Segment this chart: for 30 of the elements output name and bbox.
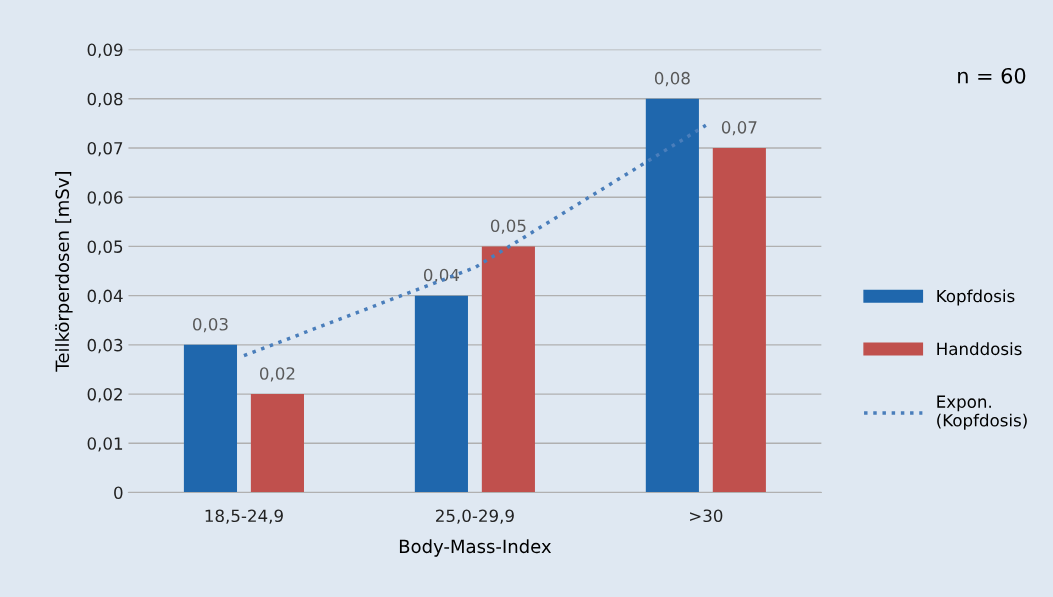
data-label: 0,07 [721,121,757,136]
y-tick-label: 0,05 [87,240,123,255]
y-tick-label: 0 [114,486,123,500]
legend-label: Expon. (Kopfdosis) [937,395,1027,430]
x-tick-label: 25,0-29,9 [436,509,514,524]
legend-label: Kopfdosis [937,289,1015,306]
y-tick-label: 0,09 [87,43,123,58]
bar [645,98,699,493]
y-tick-label: 0,08 [87,92,123,108]
y-tick-label: 0,06 [87,191,123,206]
y-tick-label: 0,03 [87,338,123,354]
legend-label: Handdosis [937,342,1022,356]
data-label: 0,02 [259,367,295,382]
y-axis-title: Teilkörperdosen [mSv] [55,172,73,372]
data-label: 0,08 [654,71,690,87]
data-label: 0,03 [193,317,228,333]
y-tick-label: 0,01 [87,437,123,452]
x-tick-label: >30 [690,509,723,523]
bar [250,394,304,493]
bar [414,295,468,493]
y-tick-label: 0,07 [87,141,123,157]
bar [183,344,238,493]
y-tick-label: 0,04 [87,289,123,304]
y-tick-label: 0,02 [87,388,122,403]
x-axis-title: Body-Mass-Index [399,539,552,557]
data-label: 0,05 [490,219,526,234]
text: n = 60 [958,67,1026,84]
x-tick-label: 18,5-24,9 [205,509,283,524]
bar [481,246,535,493]
bar [712,147,766,493]
